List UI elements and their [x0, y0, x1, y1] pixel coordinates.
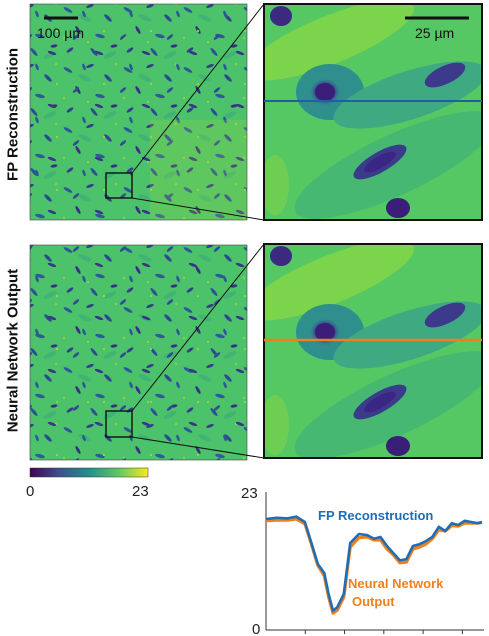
nn-row-label: Neural Network Output [4, 268, 22, 433]
colorbar-min-label: 0 [26, 483, 34, 500]
y-tick-label-max: 23 [241, 485, 258, 502]
series-line-fp-reconstruction [265, 515, 483, 613]
profile-chart: 23 0 FP Reconstruction Neural Network Ou… [241, 485, 484, 636]
nn-zoom-connector-top [131, 243, 265, 412]
legend-neural-network-line1: Neural Network [348, 576, 444, 591]
fp-zoom-connector-bottom [131, 197, 265, 221]
fp-scalebar-overview: 100 µm [37, 16, 84, 41]
nn-zoom-connector-bottom [131, 436, 265, 459]
fp-inset-box [105, 172, 133, 199]
fp-zoom-connector-top [131, 3, 265, 174]
y-tick-label-min: 0 [252, 621, 260, 636]
nn-overview-image [29, 244, 248, 461]
legend-neural-network-line2: Output [352, 594, 395, 609]
legend-fp-reconstruction: FP Reconstruction [318, 508, 433, 523]
nn-zoom-image [264, 244, 482, 458]
fp-scalebar-overview-label: 100 µm [37, 25, 84, 41]
nn-inset-box [105, 410, 133, 438]
fp-overview-image [29, 3, 248, 221]
fp-row-label: FP Reconstruction [4, 47, 22, 182]
colorbar [29, 467, 149, 478]
fp-scalebar-zoom-label: 25 µm [415, 25, 454, 41]
fp-zoom-image [264, 4, 482, 220]
fp-scalebar-zoom: 25 µm [405, 16, 469, 41]
colorbar-max-label: 23 [132, 483, 149, 500]
